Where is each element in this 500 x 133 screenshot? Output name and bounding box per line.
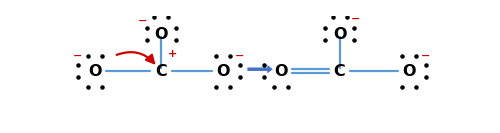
Point — [226, 86, 234, 88]
Text: −: − — [235, 51, 244, 61]
Point — [172, 39, 180, 41]
Point — [422, 64, 430, 66]
FancyArrowPatch shape — [116, 52, 154, 63]
Point — [142, 39, 150, 41]
Text: +: + — [168, 49, 177, 59]
Point — [350, 27, 358, 29]
Point — [260, 64, 268, 66]
Point — [328, 16, 336, 19]
Point — [284, 86, 292, 88]
Text: O: O — [154, 27, 168, 42]
Point — [236, 64, 244, 66]
Point — [270, 86, 278, 88]
Point — [398, 86, 406, 88]
Point — [236, 76, 244, 78]
Text: −: − — [421, 51, 430, 61]
Point — [422, 76, 430, 78]
Text: O: O — [333, 27, 346, 42]
Point — [98, 55, 106, 57]
Text: C: C — [156, 64, 167, 79]
Point — [164, 16, 172, 19]
Text: O: O — [402, 64, 416, 79]
Point — [321, 27, 329, 29]
Point — [412, 86, 420, 88]
Point — [84, 86, 92, 88]
Text: C: C — [334, 64, 345, 79]
Text: −: − — [74, 51, 82, 61]
Point — [74, 76, 82, 78]
Point — [260, 76, 268, 78]
Point — [98, 86, 106, 88]
Point — [342, 16, 350, 19]
Point — [172, 27, 180, 29]
Point — [226, 55, 234, 57]
Point — [84, 55, 92, 57]
Text: O: O — [88, 64, 102, 79]
Point — [150, 16, 158, 19]
Point — [350, 39, 358, 41]
Text: −: − — [351, 14, 360, 24]
Text: O: O — [274, 64, 288, 79]
Point — [74, 64, 82, 66]
Point — [212, 86, 220, 88]
Text: O: O — [216, 64, 230, 79]
Point — [212, 55, 220, 57]
Point — [142, 27, 150, 29]
Point — [321, 39, 329, 41]
Text: −: − — [138, 16, 147, 26]
Point — [412, 55, 420, 57]
Point — [398, 55, 406, 57]
